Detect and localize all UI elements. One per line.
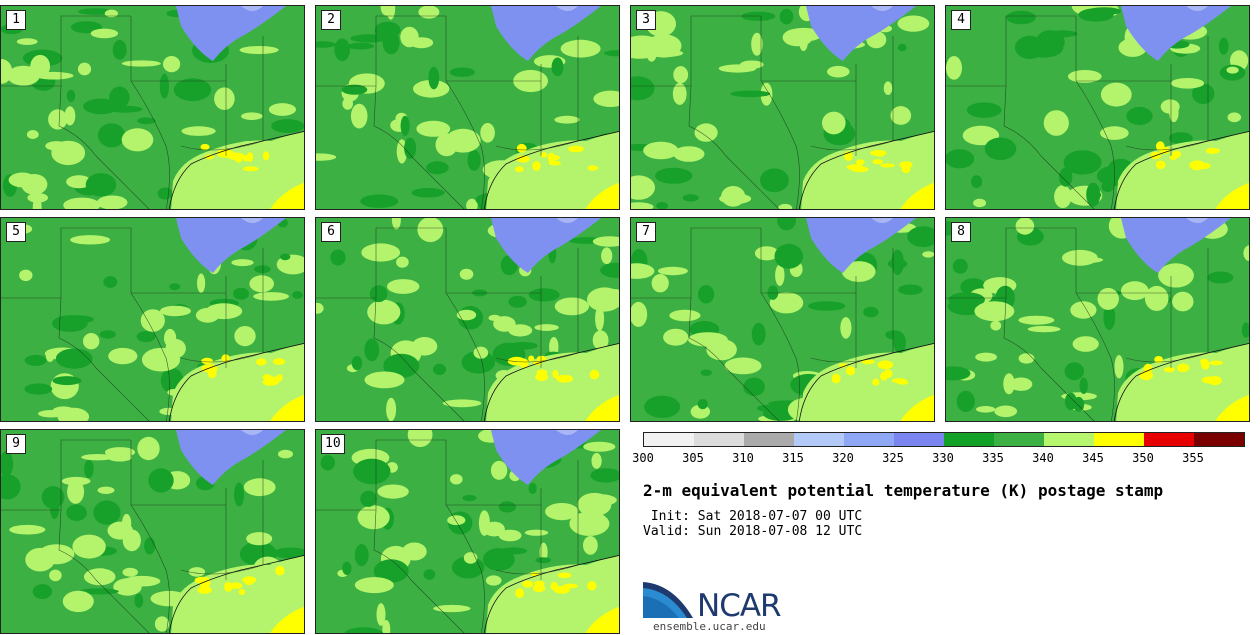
colorbar-tick-label: 350 bbox=[1132, 451, 1154, 465]
colorbar-tick-label: 310 bbox=[732, 451, 754, 465]
map-panel-3: 3 bbox=[630, 5, 935, 210]
colorbar-tick-label: 345 bbox=[1082, 451, 1104, 465]
colorbar-segment bbox=[744, 433, 794, 446]
colorbar-segment bbox=[944, 433, 994, 446]
map-panel-1: 1 bbox=[0, 5, 305, 210]
colorbar-tick-label: 335 bbox=[982, 451, 1004, 465]
site-url: ensemble.ucar.edu bbox=[653, 620, 766, 633]
member-label: 8 bbox=[951, 222, 971, 242]
colorbar-tick-label: 320 bbox=[832, 451, 854, 465]
colorbar-segment bbox=[794, 433, 844, 446]
map-panel-9: 9 bbox=[0, 429, 305, 634]
init-time: Init: Sat 2018-07-07 00 UTC bbox=[643, 509, 863, 524]
map-panel-6: 6 bbox=[315, 217, 620, 422]
colorbar-tick-label: 340 bbox=[1032, 451, 1054, 465]
member-label: 1 bbox=[6, 10, 26, 30]
colorbar-segment bbox=[1044, 433, 1094, 446]
map-panel-2: 2 bbox=[315, 5, 620, 210]
member-label: 6 bbox=[321, 222, 341, 242]
map-panel-10: 10 bbox=[315, 429, 620, 634]
colorbar-segment bbox=[694, 433, 744, 446]
member-label: 9 bbox=[6, 434, 26, 454]
map-panel-8: 8 bbox=[945, 217, 1250, 422]
colorbar-segment bbox=[1144, 433, 1194, 446]
valid-time: Valid: Sun 2018-07-08 12 UTC bbox=[643, 524, 863, 539]
colorbar-segment bbox=[994, 433, 1044, 446]
map-panel-5: 5 bbox=[0, 217, 305, 422]
colorbar-segment bbox=[844, 433, 894, 446]
colorbar-tick-label: 325 bbox=[882, 451, 904, 465]
ncar-logo-text: NCAR bbox=[697, 588, 782, 624]
member-label: 4 bbox=[951, 10, 971, 30]
colorbar-segment bbox=[894, 433, 944, 446]
member-label: 3 bbox=[636, 10, 656, 30]
member-label: 7 bbox=[636, 222, 656, 242]
member-label: 10 bbox=[321, 434, 345, 454]
member-label: 5 bbox=[6, 222, 26, 242]
chart-title: 2-m equivalent potential temperature (K)… bbox=[643, 481, 1164, 500]
colorbar-tick-label: 315 bbox=[782, 451, 804, 465]
colorbar-tick-label: 305 bbox=[682, 451, 704, 465]
ncar-logo-icon bbox=[643, 582, 693, 618]
colorbar-tick-label: 330 bbox=[932, 451, 954, 465]
colorbar-tick-label: 300 bbox=[632, 451, 654, 465]
map-panel-4: 4 bbox=[945, 5, 1250, 210]
colorbar bbox=[643, 432, 1245, 447]
colorbar-segment bbox=[644, 433, 694, 446]
member-label: 2 bbox=[321, 10, 341, 30]
colorbar-segment bbox=[1194, 433, 1244, 446]
colorbar-segment bbox=[1094, 433, 1144, 446]
map-panel-7: 7 bbox=[630, 217, 935, 422]
colorbar-tick-label: 355 bbox=[1182, 451, 1204, 465]
